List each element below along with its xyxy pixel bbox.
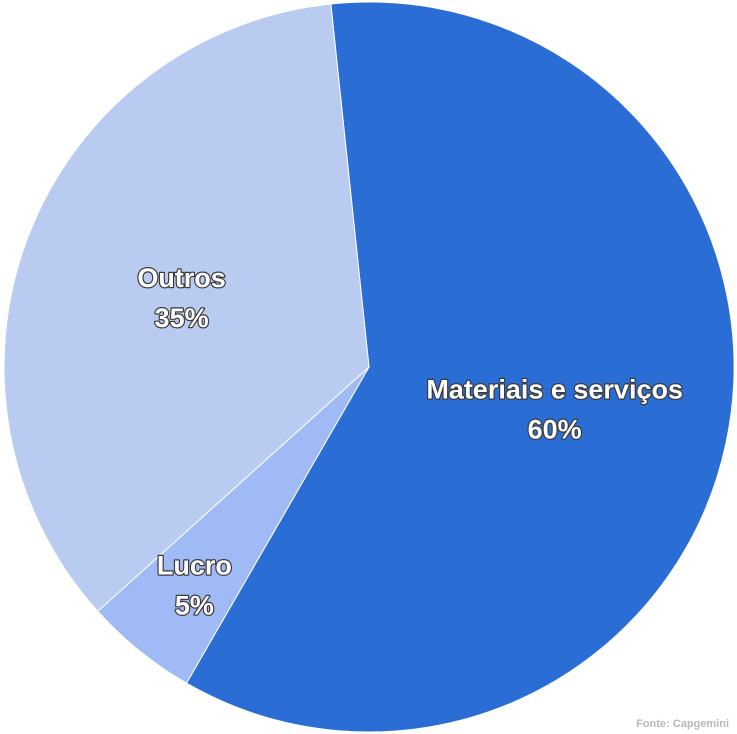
pie-slice-materiais-e-servicos <box>185 1 735 733</box>
slice-label-materiais-e-servicos: Materiais e serviços <box>426 374 683 404</box>
slice-label-outros: Outros <box>137 263 226 293</box>
pie-slice-outros <box>3 3 370 612</box>
slice-value-outros: 35% <box>155 303 209 333</box>
slice-value-lucro: 5% <box>175 591 214 621</box>
slice-label-lucro: Lucro <box>157 551 232 581</box>
source-note: Fonte: Capgemini <box>636 718 729 730</box>
slice-value-materiais-e-servicos: 60% <box>528 414 582 444</box>
